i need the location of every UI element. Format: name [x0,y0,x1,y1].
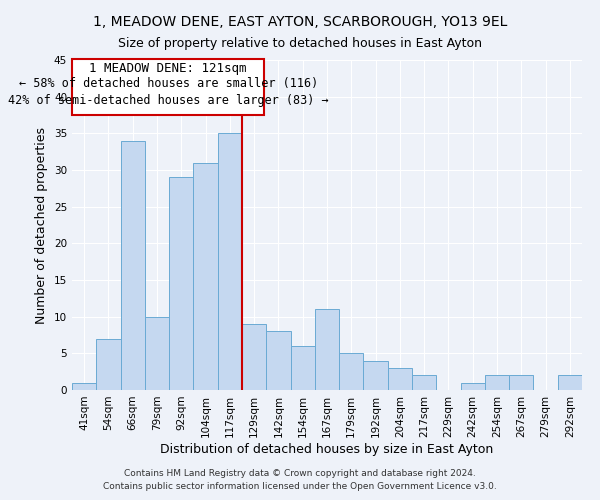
Text: Contains HM Land Registry data © Crown copyright and database right 2024.: Contains HM Land Registry data © Crown c… [124,468,476,477]
FancyBboxPatch shape [73,58,264,115]
Text: Contains public sector information licensed under the Open Government Licence v3: Contains public sector information licen… [103,482,497,491]
Bar [72,382,96,390]
Text: 1 MEADOW DENE: 121sqm: 1 MEADOW DENE: 121sqm [89,62,247,76]
Bar [364,360,388,390]
Bar [412,376,436,390]
Bar [461,382,485,390]
Text: 42% of semi-detached houses are larger (83) →: 42% of semi-detached houses are larger (… [8,94,328,107]
Text: Size of property relative to detached houses in East Ayton: Size of property relative to detached ho… [118,38,482,51]
Bar [121,140,145,390]
Bar [266,332,290,390]
X-axis label: Distribution of detached houses by size in East Ayton: Distribution of detached houses by size … [160,442,494,456]
Bar [558,376,582,390]
Bar [388,368,412,390]
Bar [315,310,339,390]
Bar [242,324,266,390]
Bar [145,316,169,390]
Bar [193,162,218,390]
Bar [290,346,315,390]
Text: 1, MEADOW DENE, EAST AYTON, SCARBOROUGH, YO13 9EL: 1, MEADOW DENE, EAST AYTON, SCARBOROUGH,… [93,15,507,29]
Bar [509,376,533,390]
Bar [169,178,193,390]
Bar [485,376,509,390]
Text: ← 58% of detached houses are smaller (116): ← 58% of detached houses are smaller (11… [19,77,318,90]
Bar [339,354,364,390]
Bar [96,338,121,390]
Y-axis label: Number of detached properties: Number of detached properties [35,126,49,324]
Bar [218,134,242,390]
